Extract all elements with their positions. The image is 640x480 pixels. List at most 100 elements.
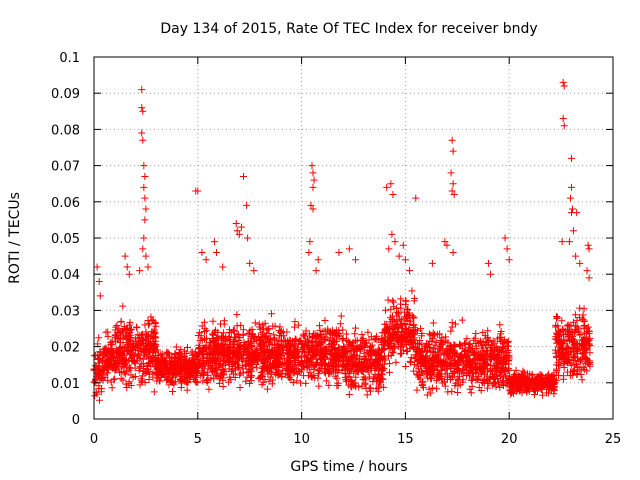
- data-point: [366, 355, 374, 363]
- data-point: [245, 329, 253, 337]
- data-point: [141, 194, 149, 202]
- data-point: [193, 367, 201, 375]
- data-point: [94, 366, 102, 374]
- data-point: [576, 304, 584, 312]
- data-point: [336, 320, 344, 328]
- data-point: [173, 355, 181, 363]
- data-point: [182, 350, 190, 358]
- data-point: [556, 356, 564, 364]
- data-point: [224, 344, 232, 352]
- data-point: [580, 336, 588, 344]
- data-point: [419, 377, 427, 385]
- data-points: [90, 78, 594, 404]
- data-point: [292, 336, 300, 344]
- data-point: [149, 334, 157, 342]
- data-point: [208, 330, 216, 338]
- y-tick-label: 0.02: [51, 341, 80, 356]
- data-point: [255, 323, 263, 331]
- data-point: [251, 351, 259, 359]
- data-point: [553, 313, 561, 321]
- data-point: [97, 388, 105, 396]
- data-point: [354, 361, 362, 369]
- data-point: [128, 352, 136, 360]
- data-point: [424, 344, 432, 352]
- data-point: [444, 355, 452, 363]
- data-point: [573, 371, 581, 379]
- data-point: [449, 369, 457, 377]
- data-point: [334, 382, 342, 390]
- data-point: [388, 230, 396, 238]
- data-point: [449, 147, 457, 155]
- data-point: [305, 330, 313, 338]
- data-point: [419, 354, 427, 362]
- data-point: [428, 347, 436, 355]
- data-point: [413, 370, 421, 378]
- chart-title: Day 134 of 2015, Rate Of TEC Index for r…: [160, 21, 537, 37]
- data-point: [209, 317, 217, 325]
- data-point: [95, 277, 103, 285]
- data-point: [210, 351, 218, 359]
- data-point: [95, 382, 103, 390]
- data-point: [220, 347, 228, 355]
- data-point: [147, 313, 155, 321]
- data-point: [139, 360, 147, 368]
- data-point: [503, 379, 511, 387]
- data-point: [375, 351, 383, 359]
- data-point: [570, 335, 578, 343]
- data-point: [211, 358, 219, 366]
- data-point: [418, 330, 426, 338]
- data-point: [192, 371, 200, 379]
- data-point: [104, 344, 112, 352]
- data-point: [477, 342, 485, 350]
- data-point: [181, 355, 189, 363]
- data-point: [376, 355, 384, 363]
- data-point: [469, 349, 477, 357]
- data-point: [145, 375, 153, 383]
- data-point: [375, 384, 383, 392]
- data-point: [168, 387, 176, 395]
- data-point: [233, 360, 241, 368]
- data-point: [586, 349, 594, 357]
- data-point: [493, 352, 501, 360]
- data-point: [232, 220, 240, 228]
- data-point: [172, 343, 180, 351]
- data-point: [507, 382, 515, 390]
- data-point: [518, 371, 526, 379]
- data-point: [328, 343, 336, 351]
- data-point: [152, 334, 160, 342]
- data-point: [261, 359, 269, 367]
- data-point: [161, 373, 169, 381]
- data-point: [267, 373, 275, 381]
- data-point: [412, 352, 420, 360]
- data-point: [476, 359, 484, 367]
- data-point: [362, 339, 370, 347]
- data-point: [334, 362, 342, 370]
- data-point: [246, 380, 254, 388]
- data-point: [475, 383, 483, 391]
- data-point: [580, 350, 588, 358]
- data-point: [95, 334, 103, 342]
- y-tick-label: 0.08: [51, 123, 80, 138]
- data-point: [567, 154, 575, 162]
- data-point: [425, 330, 433, 338]
- x-tick-label: 25: [605, 432, 622, 447]
- data-point: [376, 376, 384, 384]
- data-point: [403, 335, 411, 343]
- data-point: [571, 311, 579, 319]
- data-point: [560, 364, 568, 372]
- data-point: [125, 329, 133, 337]
- data-point: [335, 333, 343, 341]
- data-point: [219, 263, 227, 271]
- data-point: [315, 382, 323, 390]
- data-point: [279, 328, 287, 336]
- data-point: [569, 348, 577, 356]
- data-point: [309, 183, 317, 191]
- data-point: [384, 296, 392, 304]
- data-point: [272, 368, 280, 376]
- data-point: [136, 267, 144, 275]
- data-point: [410, 313, 418, 321]
- data-point: [141, 369, 149, 377]
- data-point: [125, 346, 133, 354]
- data-point: [583, 355, 591, 363]
- y-tick-label: 0.06: [51, 196, 80, 211]
